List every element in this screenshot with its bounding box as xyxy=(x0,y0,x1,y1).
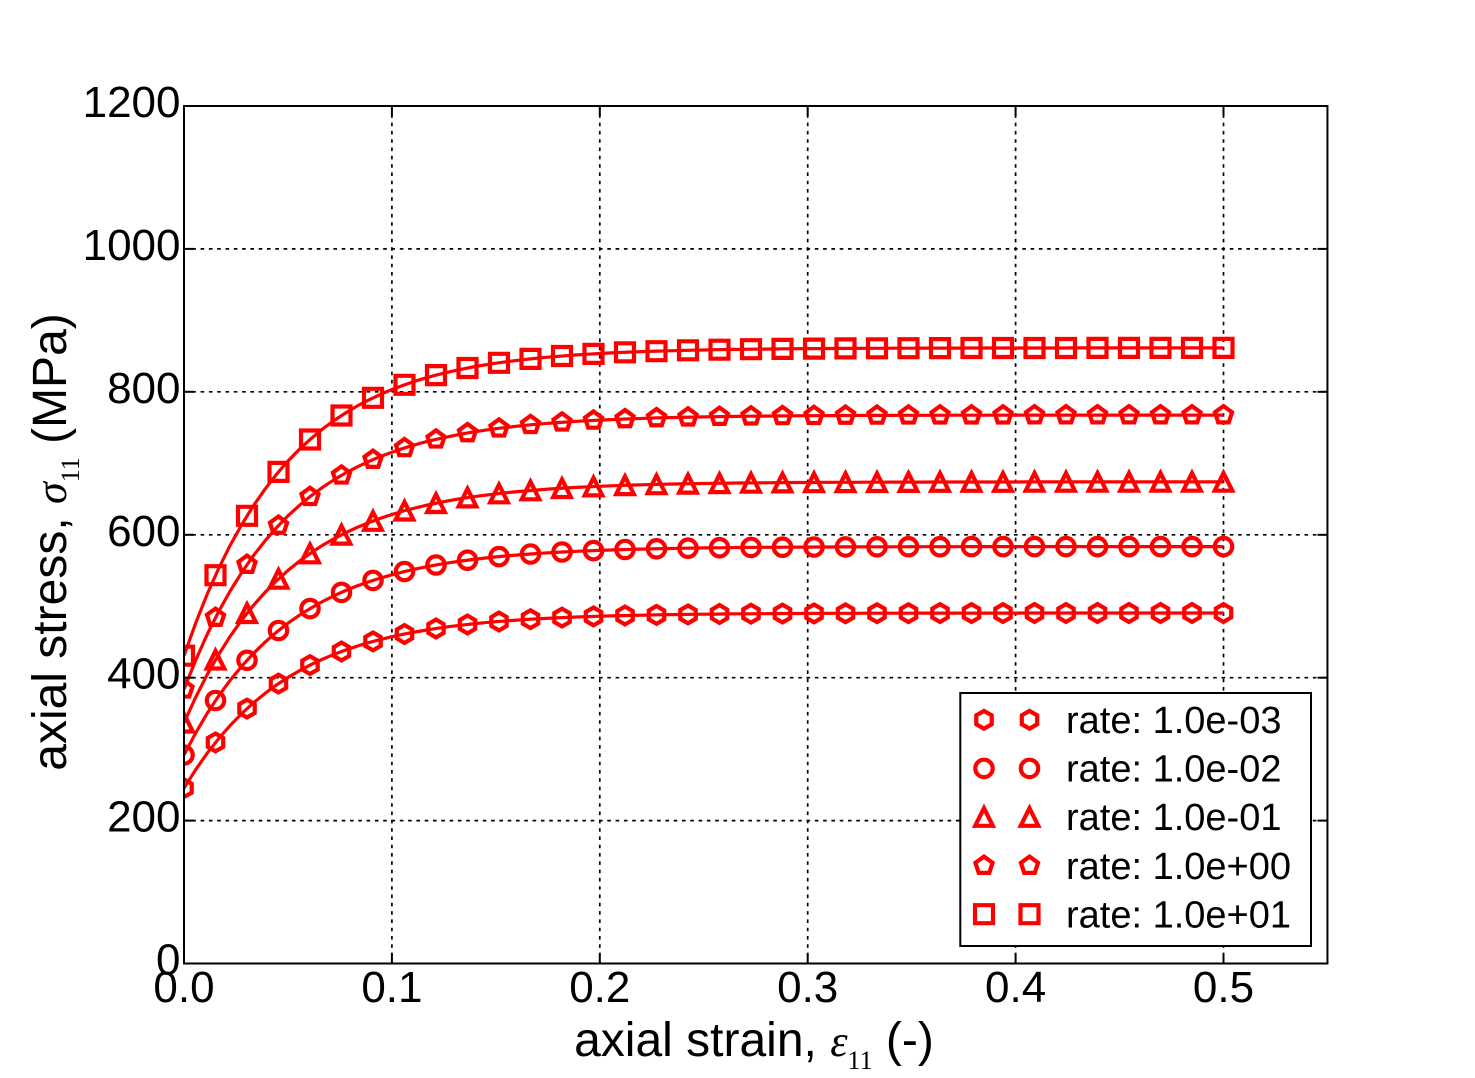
svg-text:rate: 1.0e-03: rate: 1.0e-03 xyxy=(1066,700,1281,742)
svg-text:400: 400 xyxy=(107,650,180,699)
svg-text:800: 800 xyxy=(107,364,180,413)
svg-text:0.1: 0.1 xyxy=(361,963,422,1012)
svg-text:rate: 1.0e-01: rate: 1.0e-01 xyxy=(1066,797,1281,839)
svg-text:600: 600 xyxy=(107,507,180,556)
svg-text:rate: 1.0e-02: rate: 1.0e-02 xyxy=(1066,749,1281,791)
svg-text:200: 200 xyxy=(107,793,180,842)
svg-text:rate: 1.0e+01: rate: 1.0e+01 xyxy=(1066,894,1291,936)
svg-text:axial stress, σ11 (MPa): axial stress, σ11 (MPa) xyxy=(24,313,85,771)
svg-text:rate: 1.0e+00: rate: 1.0e+00 xyxy=(1066,846,1291,888)
svg-text:1200: 1200 xyxy=(83,78,181,127)
svg-text:axial strain, ε11 (-): axial strain, ε11 (-) xyxy=(574,1014,934,1073)
svg-text:0.3: 0.3 xyxy=(777,963,838,1012)
svg-text:0.2: 0.2 xyxy=(569,963,630,1012)
svg-text:1000: 1000 xyxy=(83,221,181,270)
svg-text:0.0: 0.0 xyxy=(153,963,214,1012)
svg-text:0.5: 0.5 xyxy=(1193,963,1254,1012)
svg-text:0: 0 xyxy=(156,936,180,985)
svg-text:0.4: 0.4 xyxy=(985,963,1046,1012)
